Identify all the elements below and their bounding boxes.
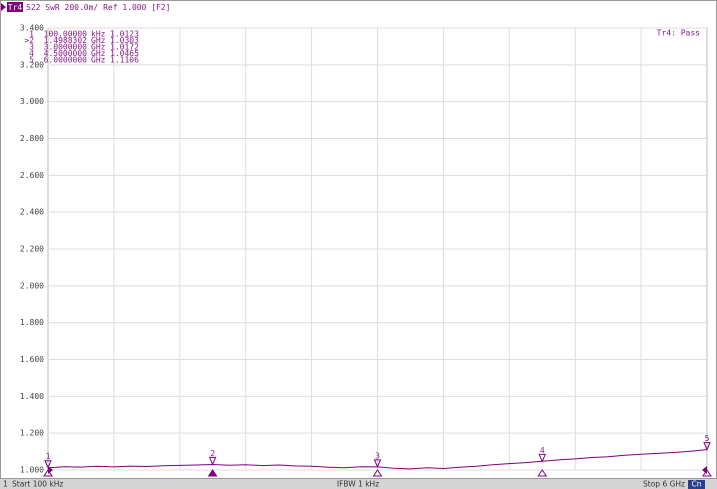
y-tick-label: 1.000 <box>20 466 44 475</box>
marker-freq: 1.4988302 <box>44 36 88 45</box>
marker <box>703 442 711 451</box>
start-freq: Start 100 kHz <box>12 480 63 489</box>
marker-freq: 4.5000000 <box>44 49 88 58</box>
marker-unit: GHz <box>91 49 106 58</box>
trace-settings: S22 SwR 200.0m/ Ref 1.000 [F2] <box>26 3 171 12</box>
stop-freq: Stop 6 GHz <box>643 480 685 489</box>
marker <box>538 453 547 463</box>
y-tick-label: 1.600 <box>20 355 44 364</box>
y-tick-label: 3.000 <box>20 97 44 106</box>
marker-foot <box>702 469 712 477</box>
y-tick-label: 2.800 <box>20 134 44 143</box>
marker <box>373 459 382 469</box>
marker-value: 1.0172 <box>110 43 139 52</box>
limit-status: Tr4: Pass <box>657 29 701 38</box>
status-bar <box>0 479 717 489</box>
marker-unit: kHz <box>91 30 106 39</box>
y-tick-label: 2.600 <box>20 171 44 180</box>
marker-number: 4 <box>540 446 545 455</box>
channel: 1 <box>3 480 8 489</box>
marker-freq: 6.0000000 <box>44 56 88 65</box>
y-tick-label: 1.800 <box>20 318 44 327</box>
ref-right <box>702 466 707 474</box>
marker-number: 2 <box>210 449 215 458</box>
marker <box>208 456 217 466</box>
marker-value: 1.0465 <box>110 49 139 58</box>
cn-box <box>688 480 705 489</box>
marker-number: 3 <box>375 451 380 460</box>
marker-foot <box>43 469 53 477</box>
marker-value: 1.0303 <box>110 36 139 45</box>
marker-freq: 3.0000000 <box>44 43 88 52</box>
y-tick-label: 2.000 <box>20 281 44 290</box>
marker-id: 3 <box>29 43 34 52</box>
y-tick-label: 1.400 <box>20 392 44 401</box>
y-tick-label: 1.200 <box>20 429 44 438</box>
marker-unit: GHz <box>91 36 106 45</box>
cn: Cn <box>692 480 702 489</box>
y-tick-label: 3.200 <box>20 60 44 69</box>
trace-tag <box>7 2 23 12</box>
y-tick-label: 2.200 <box>20 245 44 254</box>
y-tick-label: 3.400 <box>20 24 44 33</box>
marker-foot <box>372 469 383 477</box>
marker-value: 1.1106 <box>110 56 139 65</box>
trace-label: Tr4 <box>8 3 23 12</box>
marker-foot <box>537 469 548 477</box>
marker-foot <box>207 469 218 477</box>
ifbw: IFBW 1 kHz <box>337 480 379 489</box>
trace-arrow <box>1 3 6 11</box>
marker-id: 5 <box>29 56 34 65</box>
marker-id: >2 <box>24 36 34 45</box>
marker-unit: GHz <box>91 56 106 65</box>
marker-value: 1.0123 <box>110 30 139 39</box>
ref-left <box>48 466 53 474</box>
marker-number: 5 <box>705 434 710 443</box>
marker <box>44 460 52 470</box>
marker-number: 1 <box>46 452 51 461</box>
marker-unit: GHz <box>91 43 106 52</box>
marker-freq: 100.00000 <box>44 30 88 39</box>
y-tick-label: 2.400 <box>20 208 44 217</box>
marker-id: 1 <box>29 30 34 39</box>
marker-id: 4 <box>29 49 34 58</box>
